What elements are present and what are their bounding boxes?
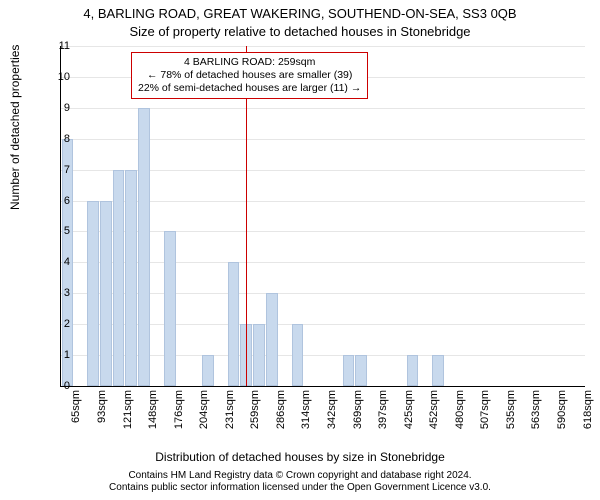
y-tick-label: 2 bbox=[64, 318, 70, 330]
x-tick-label: 121sqm bbox=[122, 390, 134, 429]
x-tick-label: 618sqm bbox=[582, 390, 594, 429]
chart-title-address: 4, BARLING ROAD, GREAT WAKERING, SOUTHEN… bbox=[0, 6, 600, 21]
bar bbox=[432, 355, 444, 386]
bar bbox=[138, 108, 150, 386]
bar bbox=[292, 324, 304, 386]
grid-line bbox=[61, 46, 585, 47]
bar bbox=[355, 355, 367, 386]
x-tick-label: 563sqm bbox=[530, 390, 542, 429]
bar bbox=[113, 170, 125, 386]
y-tick-label: 6 bbox=[64, 195, 70, 207]
x-tick-label: 590sqm bbox=[556, 390, 568, 429]
x-tick-label: 148sqm bbox=[147, 390, 159, 429]
attribution-line2: Contains public sector information licen… bbox=[0, 482, 600, 494]
x-tick-label: 204sqm bbox=[198, 390, 210, 429]
x-tick-label: 93sqm bbox=[96, 390, 108, 423]
x-tick-label: 231sqm bbox=[224, 390, 236, 429]
x-tick-label: 259sqm bbox=[249, 390, 261, 429]
x-tick-label: 286sqm bbox=[275, 390, 287, 429]
bar bbox=[228, 262, 240, 386]
chart-subtitle: Size of property relative to detached ho… bbox=[0, 24, 600, 39]
x-tick-label: 535sqm bbox=[505, 390, 517, 429]
attribution-line1: Contains HM Land Registry data © Crown c… bbox=[0, 470, 600, 482]
bar bbox=[266, 293, 278, 386]
x-tick-label: 480sqm bbox=[454, 390, 466, 429]
y-tick-label: 5 bbox=[64, 225, 70, 237]
y-tick-label: 10 bbox=[58, 71, 70, 83]
annotation-box: 4 BARLING ROAD: 259sqm← 78% of detached … bbox=[131, 52, 368, 99]
annotation-line: 4 BARLING ROAD: 259sqm bbox=[138, 56, 361, 69]
x-tick-label: 65sqm bbox=[70, 390, 82, 423]
y-axis-label: Number of detached properties bbox=[8, 45, 22, 210]
x-tick-label: 369sqm bbox=[352, 390, 364, 429]
y-tick-label: 7 bbox=[64, 164, 70, 176]
bar bbox=[202, 355, 214, 386]
bar bbox=[343, 355, 355, 386]
annotation-line: ← 78% of detached houses are smaller (39… bbox=[138, 69, 361, 82]
y-tick-label: 1 bbox=[64, 349, 70, 361]
x-tick-label: 397sqm bbox=[377, 390, 389, 429]
x-tick-label: 314sqm bbox=[300, 390, 312, 429]
y-tick-label: 11 bbox=[59, 40, 70, 52]
y-tick-label: 9 bbox=[64, 102, 70, 114]
x-axis-label: Distribution of detached houses by size … bbox=[0, 450, 600, 464]
x-tick-label: 342sqm bbox=[326, 390, 338, 429]
bar bbox=[407, 355, 419, 386]
y-tick-label: 4 bbox=[64, 256, 70, 268]
bar bbox=[253, 324, 265, 386]
bar bbox=[164, 231, 176, 386]
x-tick-label: 452sqm bbox=[428, 390, 440, 429]
annotation-line: 22% of semi-detached houses are larger (… bbox=[138, 82, 361, 95]
plot-area: 4 BARLING ROAD: 259sqm← 78% of detached … bbox=[60, 46, 585, 387]
bar bbox=[87, 201, 99, 386]
bar bbox=[125, 170, 137, 386]
x-tick-label: 176sqm bbox=[173, 390, 185, 429]
chart-container: 4, BARLING ROAD, GREAT WAKERING, SOUTHEN… bbox=[0, 0, 600, 500]
x-tick-label: 507sqm bbox=[479, 390, 491, 429]
y-tick-label: 3 bbox=[64, 287, 70, 299]
bar bbox=[100, 201, 112, 386]
x-tick-label: 425sqm bbox=[403, 390, 415, 429]
y-tick-label: 8 bbox=[64, 133, 70, 145]
attribution-text: Contains HM Land Registry data © Crown c… bbox=[0, 470, 600, 494]
